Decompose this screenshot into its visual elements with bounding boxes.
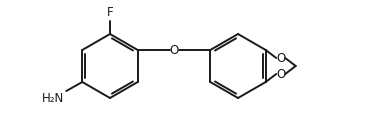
Text: O: O <box>276 67 285 81</box>
Text: O: O <box>276 51 285 65</box>
Text: F: F <box>107 6 113 20</box>
Text: H₂N: H₂N <box>42 92 64 105</box>
Text: O: O <box>169 44 178 56</box>
